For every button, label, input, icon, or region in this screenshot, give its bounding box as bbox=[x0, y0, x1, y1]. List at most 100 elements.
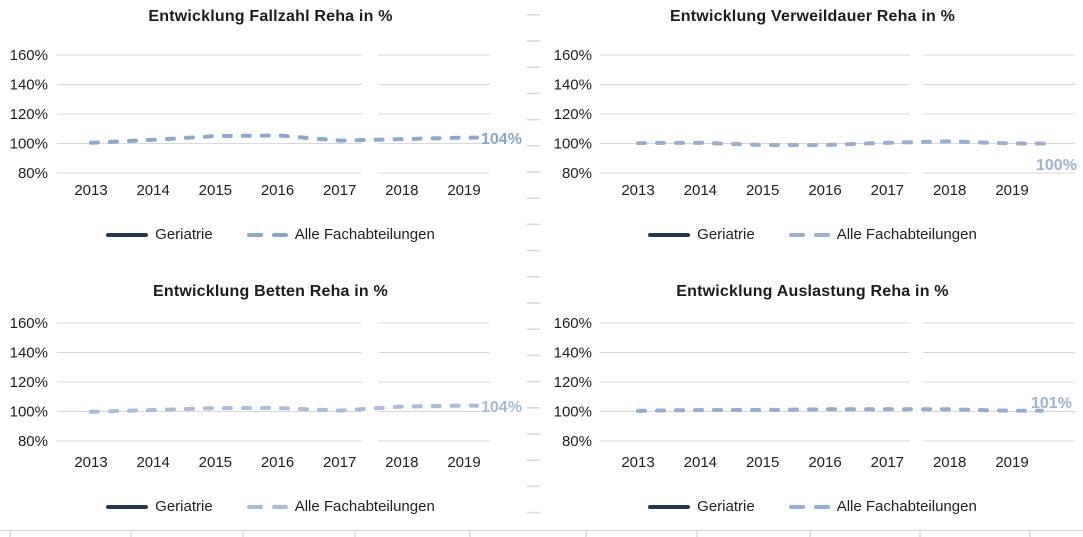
legend-item-geriatrie: Geriatrie bbox=[648, 498, 755, 515]
legend-label-alle-fachabteilungen: Alle Fachabteilungen bbox=[836, 226, 977, 243]
gridlines bbox=[57, 54, 490, 174]
chart-title: Entwicklung Betten Reha in % bbox=[153, 283, 388, 300]
x-tick-label: 2019 bbox=[995, 454, 1028, 471]
y-tick-label: 160% bbox=[10, 47, 48, 64]
gridlines bbox=[600, 322, 1075, 442]
y-tick-label: 80% bbox=[18, 433, 48, 450]
x-tick-label: 2014 bbox=[684, 182, 717, 199]
x-tick-label: 2018 bbox=[385, 182, 418, 199]
x-tick-label: 2015 bbox=[746, 454, 779, 471]
plot-area-auslastung: 160% 140% 120% 100% 80% 2013 2014 2015 2016 2017 2… bbox=[554, 315, 1075, 471]
y-tick-label: 160% bbox=[554, 47, 592, 64]
y-tick-label: 100% bbox=[10, 404, 48, 421]
y-tick-label: 160% bbox=[10, 315, 48, 332]
y-tick-label: 120% bbox=[10, 374, 48, 391]
plot-area-verweildauer: 160% 140% 120% 100% 80% 2013 2014 2015 2016 2017 2… bbox=[554, 47, 1077, 199]
x-tick-label: 2016 bbox=[808, 454, 841, 471]
x-tick-label: 2015 bbox=[199, 182, 232, 199]
x-tick-label: 2016 bbox=[808, 182, 841, 199]
chart-legend: Geriatrie Alle Fachabteilungen bbox=[0, 498, 541, 515]
y-tick-label: 160% bbox=[554, 315, 592, 332]
y-tick-label: 140% bbox=[10, 77, 48, 94]
y-tick-label: 120% bbox=[554, 106, 592, 123]
alle-fachabteilungen-line-swatch bbox=[246, 232, 288, 237]
x-tick-label: 2016 bbox=[261, 454, 294, 471]
legend-item-alle-fachabteilungen: Alle Fachabteilungen bbox=[246, 226, 435, 243]
legend-item-geriatrie: Geriatrie bbox=[648, 226, 755, 243]
y-tick-label: 120% bbox=[10, 106, 48, 123]
series-end-label: 104% bbox=[481, 131, 522, 148]
chart-legend: Geriatrie Alle Fachabteilungen bbox=[542, 226, 1083, 243]
x-tick-label: 2019 bbox=[995, 182, 1028, 199]
legend-item-geriatrie: Geriatrie bbox=[106, 226, 213, 243]
legend-item-alle-fachabteilungen: Alle Fachabteilungen bbox=[246, 498, 435, 515]
legend-label-alle-fachabteilungen: Alle Fachabteilungen bbox=[294, 498, 435, 515]
y-tick-label: 140% bbox=[554, 345, 592, 362]
x-tick-label: 2018 bbox=[385, 454, 418, 471]
chart-title: Entwicklung Fallzahl Reha in % bbox=[148, 8, 393, 25]
legend-label-alle-fachabteilungen: Alle Fachabteilungen bbox=[294, 226, 435, 243]
x-tick-label: 2015 bbox=[746, 182, 779, 199]
chart-betten-reha: Entwicklung Betten Reha in % 160% 140% 120… bbox=[0, 268, 541, 536]
series-line-alle-fachabteilungen bbox=[89, 133, 479, 145]
x-tick-label: 2013 bbox=[621, 182, 654, 199]
series-line-alle-fachabteilungen bbox=[636, 139, 1052, 147]
x-tick-label: 2014 bbox=[684, 454, 717, 471]
series-end-label: 100% bbox=[1036, 157, 1077, 174]
gridlines bbox=[600, 54, 1075, 174]
legend-label-geriatrie: Geriatrie bbox=[697, 226, 755, 243]
geriatrie-line-swatch bbox=[106, 504, 149, 509]
series-line-alle-fachabteilungen bbox=[636, 407, 1044, 413]
x-tick-label: 2013 bbox=[74, 454, 107, 471]
geriatrie-line-swatch bbox=[648, 504, 691, 509]
x-tick-label: 2017 bbox=[871, 182, 904, 199]
legend-label-geriatrie: Geriatrie bbox=[697, 498, 755, 515]
chart-legend: Geriatrie Alle Fachabteilungen bbox=[542, 498, 1083, 515]
series-line-alle-fachabteilungen bbox=[89, 403, 479, 414]
chart-auslastung-reha: Entwicklung Auslastung Reha in % 160% 140… bbox=[542, 268, 1083, 536]
alle-fachabteilungen-line-swatch bbox=[788, 504, 830, 509]
legend-label-alle-fachabteilungen: Alle Fachabteilungen bbox=[836, 498, 977, 515]
y-tick-label: 120% bbox=[554, 374, 592, 391]
x-tick-label: 2014 bbox=[136, 182, 169, 199]
x-tick-label: 2017 bbox=[323, 182, 356, 199]
y-tick-label: 80% bbox=[562, 165, 592, 182]
chart-verweildauer-reha: Entwicklung Verweildauer Reha in % 160% 1… bbox=[542, 0, 1083, 268]
x-tick-label: 2017 bbox=[323, 454, 356, 471]
x-tick-label: 2017 bbox=[871, 454, 904, 471]
x-tick-label: 2016 bbox=[261, 182, 294, 199]
x-tick-label: 2018 bbox=[933, 454, 966, 471]
x-tick-label: 2013 bbox=[74, 182, 107, 199]
y-tick-label: 100% bbox=[554, 404, 592, 421]
y-tick-label: 80% bbox=[18, 165, 48, 182]
alle-fachabteilungen-line-swatch bbox=[788, 232, 830, 237]
x-tick-label: 2015 bbox=[199, 454, 232, 471]
geriatrie-line-swatch bbox=[106, 232, 149, 237]
y-tick-label: 80% bbox=[562, 433, 592, 450]
x-tick-label: 2019 bbox=[447, 454, 480, 471]
x-tick-label: 2014 bbox=[136, 454, 169, 471]
gridlines bbox=[57, 322, 490, 442]
legend-label-geriatrie: Geriatrie bbox=[155, 498, 213, 515]
y-tick-label: 140% bbox=[10, 345, 48, 362]
x-tick-label: 2019 bbox=[447, 182, 480, 199]
chart-fallzahl-reha: Entwicklung Fallzahl Reha in % 160% 140% 1… bbox=[0, 0, 541, 268]
legend-item-geriatrie: Geriatrie bbox=[106, 498, 213, 515]
y-tick-label: 100% bbox=[554, 136, 592, 153]
x-tick-label: 2013 bbox=[621, 454, 654, 471]
chart-title: Entwicklung Auslastung Reha in % bbox=[676, 283, 949, 300]
x-tick-label: 2018 bbox=[933, 182, 966, 199]
legend-label-geriatrie: Geriatrie bbox=[155, 226, 213, 243]
series-end-label: 101% bbox=[1031, 395, 1072, 412]
geriatrie-line-swatch bbox=[648, 232, 691, 237]
chart-title: Entwicklung Verweildauer Reha in % bbox=[669, 8, 956, 25]
alle-fachabteilungen-line-swatch bbox=[246, 504, 288, 509]
legend-item-alle-fachabteilungen: Alle Fachabteilungen bbox=[788, 226, 977, 243]
y-tick-label: 140% bbox=[554, 77, 592, 94]
plot-area-fallzahl: 160% 140% 120% 100% 80% 2013 2014 2015 2016 2017 2… bbox=[10, 47, 522, 199]
y-tick-label: 100% bbox=[10, 136, 48, 153]
legend-item-alle-fachabteilungen: Alle Fachabteilungen bbox=[788, 498, 977, 515]
plot-area-betten: 160% 140% 120% 100% 80% 2013 2014 2015 2016 2017 2… bbox=[10, 315, 522, 471]
chart-legend: Geriatrie Alle Fachabteilungen bbox=[0, 226, 541, 243]
